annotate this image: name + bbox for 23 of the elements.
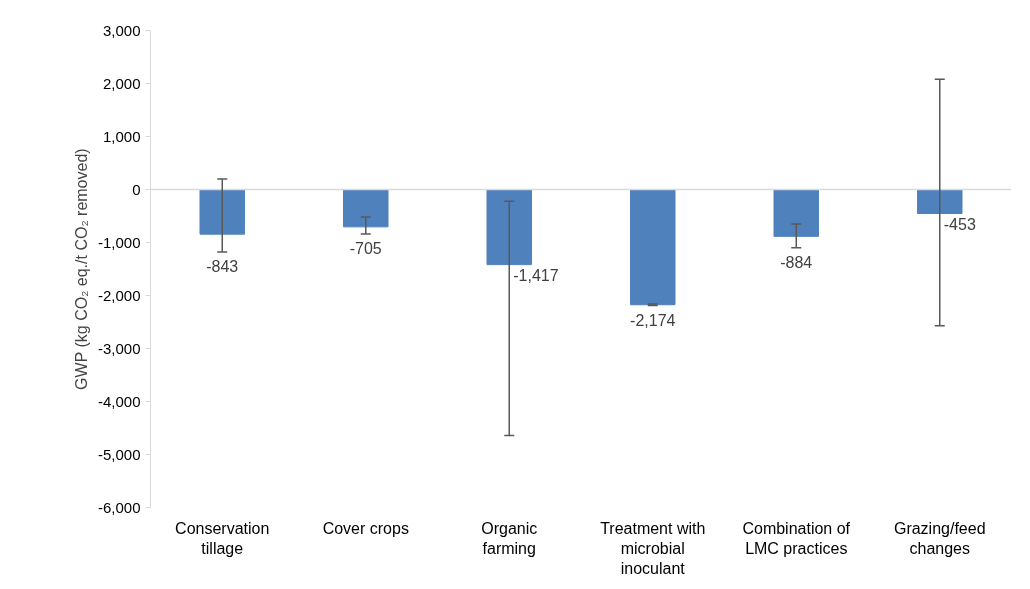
y-tick-label: -6,000 [97,498,141,516]
x-tick-label: Combination of LMC practices [742,519,851,557]
y-tick-label: -2,000 [97,286,141,304]
data-label: -884 [780,253,813,271]
y-axis-title: GWP (kg CO₂ eq./t CO₂ removed) [72,148,90,390]
x-tick-label: Cover crops [322,519,409,537]
data-label: -843 [206,258,239,276]
y-tick-label: 1,000 [102,127,141,145]
data-label: -705 [349,240,382,258]
y-tick-label: 3,000 [102,21,141,39]
data-label: -453 [943,215,976,233]
data-label: -2,174 [630,311,676,329]
y-tick-label: -5,000 [97,445,141,463]
y-tick-label: -4,000 [97,392,141,410]
x-tick-label: Conservation tillage [175,519,270,557]
x-tick-label: Treatment with microbial inoculant [600,519,706,578]
x-tick-label: Organic farming [481,519,538,557]
y-tick-label: -1,000 [97,233,141,251]
y-tick-label: -3,000 [97,339,141,357]
y-tick-label: 0 [132,180,141,198]
y-tick-label: 2,000 [102,74,141,92]
data-label: -1,417 [513,266,559,284]
x-tick-label: Grazing/feed changes [893,519,986,557]
